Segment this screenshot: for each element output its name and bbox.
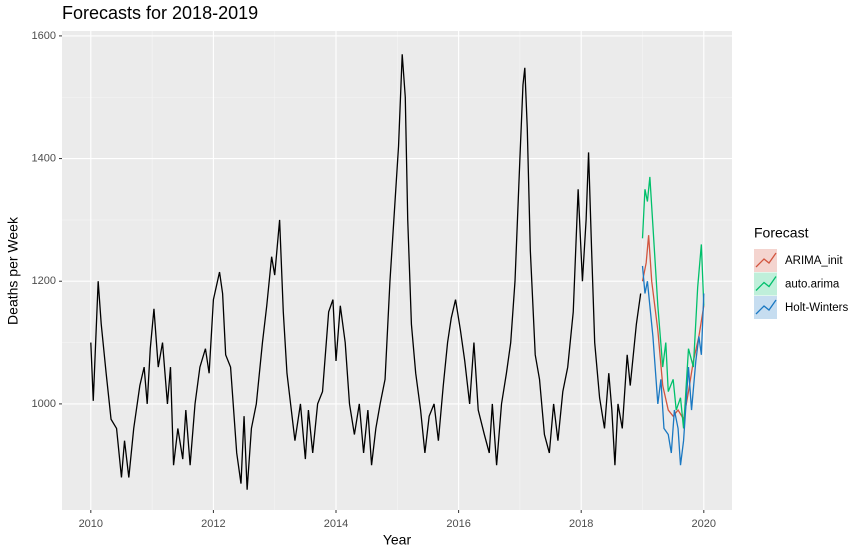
legend-key: [755, 299, 777, 315]
x-tick-label: 2020: [692, 518, 716, 530]
y-tick-label: 1600: [32, 30, 56, 42]
legend-label: auto.arima: [785, 279, 840, 291]
x-tick-label: 2010: [79, 518, 103, 530]
legend-label: ARIMA_init: [785, 255, 843, 267]
y-axis-title: Deaths per Week: [5, 216, 21, 325]
legend-key: [755, 276, 777, 291]
y-tick-label: 1200: [32, 275, 56, 287]
history-line: [90, 54, 642, 490]
legend-key: [755, 252, 777, 268]
y-tick-label: 1400: [32, 152, 56, 164]
x-tick-label: 2014: [324, 518, 348, 530]
forecast-line: [641, 265, 705, 466]
legend-label: Holt-Winters: [785, 302, 849, 314]
plot-panel: [62, 31, 732, 510]
x-tick-label: 2012: [201, 518, 225, 530]
x-axis-title: Year: [383, 532, 412, 548]
legend-title: Forecast: [754, 225, 809, 241]
forecast-line: [641, 176, 705, 429]
x-tick-label: 2016: [446, 518, 470, 530]
chart-title: Forecasts for 2018-2019: [62, 3, 258, 23]
y-tick-label: 1000: [32, 398, 56, 410]
x-tick-label: 2018: [569, 518, 593, 530]
